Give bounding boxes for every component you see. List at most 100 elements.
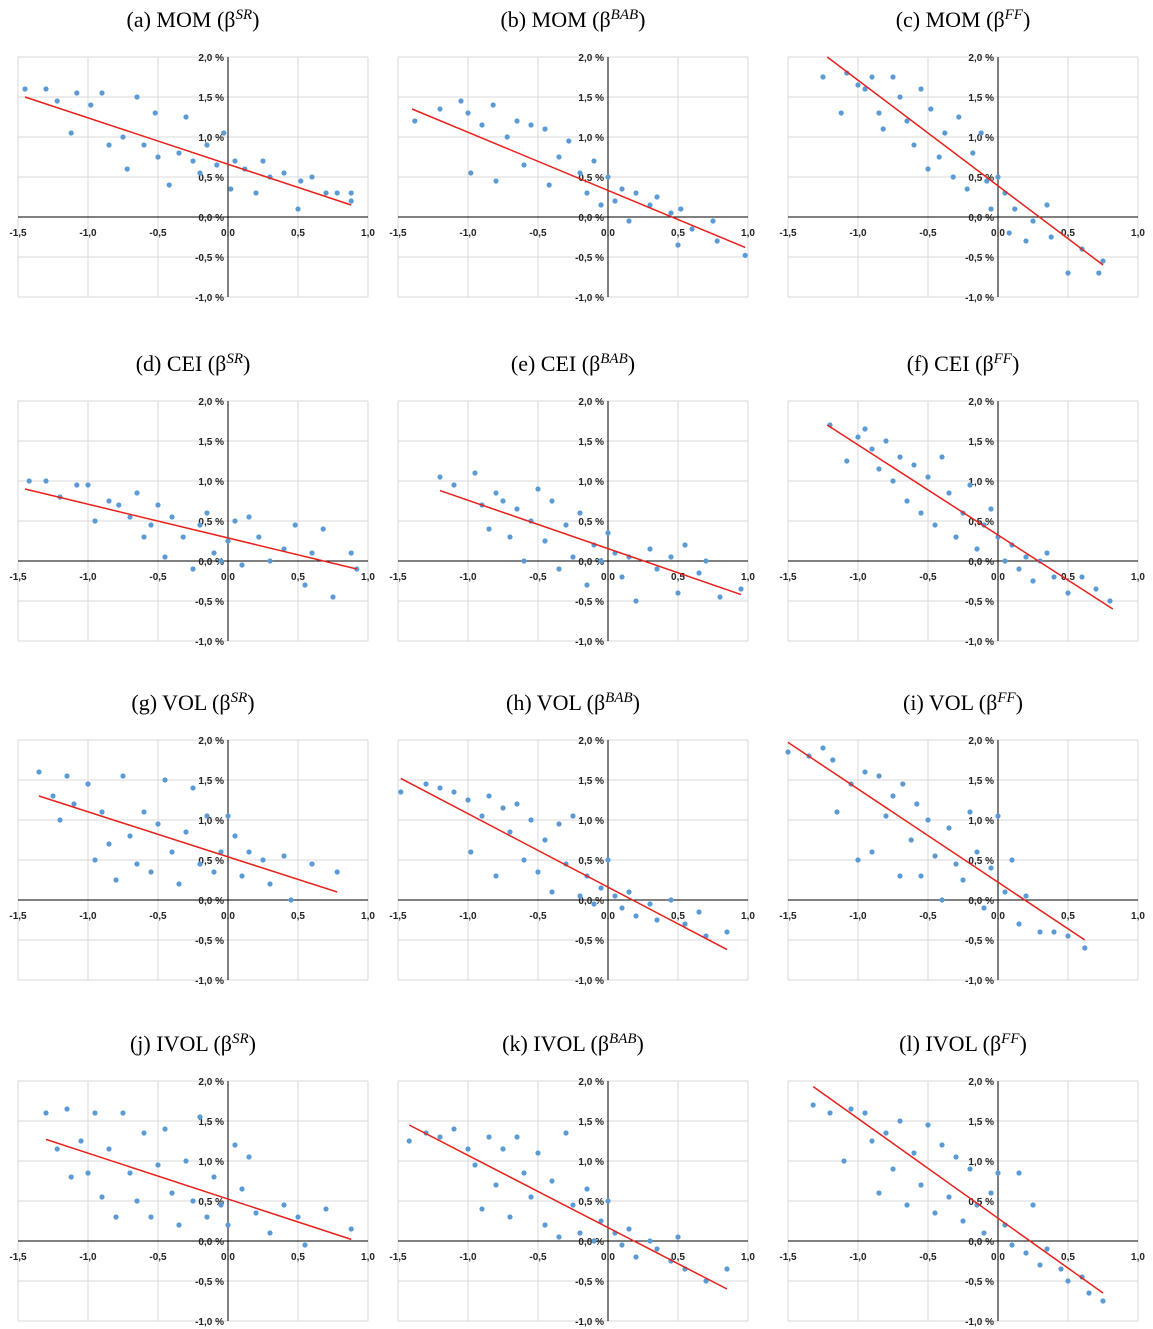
point — [1023, 238, 1029, 244]
point — [605, 174, 611, 180]
point — [1044, 1246, 1050, 1252]
title-text: (e) CEI (β — [511, 351, 600, 376]
point — [521, 1170, 527, 1176]
title-text: ) — [249, 1031, 256, 1056]
y-tick-label: 2,0 % — [198, 736, 224, 747]
point — [577, 893, 583, 899]
x-tick-label: 0,5 — [291, 572, 305, 583]
point — [1023, 893, 1029, 899]
point — [577, 1230, 583, 1236]
point — [542, 837, 548, 843]
point — [204, 510, 210, 516]
point — [717, 594, 723, 600]
point — [162, 777, 168, 783]
x-tick-label: -1,5 — [9, 911, 27, 922]
panel-title: (h) VOL (βBAB) — [506, 690, 640, 715]
point — [211, 550, 217, 556]
point — [239, 873, 245, 879]
point — [260, 158, 266, 164]
trend-line — [812, 1085, 1104, 1294]
title-text: (i) VOL (β — [903, 690, 997, 715]
x-tick-label: 1,0 — [741, 228, 755, 239]
point — [925, 1122, 931, 1128]
point — [946, 825, 952, 831]
point — [956, 114, 962, 120]
title-text: (l) IVOL (β — [899, 1031, 1001, 1056]
point — [169, 514, 175, 520]
point — [584, 1186, 590, 1192]
title-superscript: SR — [226, 351, 243, 367]
point — [323, 1206, 329, 1212]
point — [675, 1234, 681, 1240]
point — [204, 142, 210, 148]
point — [542, 538, 548, 544]
point — [162, 554, 168, 560]
panel: (d) CEI (βSR) -1,5 -1,0 -0,5 0,0 0,5 1,0 2,0 % 1… — [9, 351, 375, 648]
point — [190, 1198, 196, 1204]
point — [68, 1174, 74, 1180]
point — [85, 781, 91, 787]
point — [598, 558, 604, 564]
x-tick-label: 1,0 — [1131, 1252, 1145, 1263]
point — [528, 1194, 534, 1200]
title-text: (b) MOM (β — [500, 7, 610, 32]
x-tick-label: -1,0 — [79, 228, 97, 239]
point — [190, 158, 196, 164]
point — [1002, 889, 1008, 895]
y-tick-label: -0,5 % — [965, 1277, 994, 1288]
x-tick-label: 1,0 — [1131, 228, 1145, 239]
point — [155, 821, 161, 827]
point — [486, 1134, 492, 1140]
point — [221, 130, 227, 136]
point — [654, 566, 660, 572]
panel-title: (i) VOL (βFF) — [903, 690, 1023, 715]
point — [1023, 1250, 1029, 1256]
point — [738, 586, 744, 592]
point — [953, 1154, 959, 1160]
y-tick-label: 0,0 % — [578, 213, 604, 224]
point — [911, 1150, 917, 1156]
y-tick-label: 2,0 % — [198, 53, 224, 64]
point — [92, 857, 98, 863]
x-tick-label: -1,0 — [459, 572, 477, 583]
title-text: ) — [243, 351, 250, 376]
x-tick-label: 1,0 — [361, 1252, 375, 1263]
point — [950, 174, 956, 180]
point — [50, 793, 56, 799]
point — [834, 809, 840, 815]
y-tick-label: 2,0 % — [578, 736, 604, 747]
point — [953, 861, 959, 867]
point — [848, 1106, 854, 1112]
x-tick-label: 0,5 — [1061, 911, 1075, 922]
y-tick-label: 0,5 % — [578, 856, 604, 867]
y-tick-label: 1,0 % — [198, 133, 224, 144]
point — [330, 594, 336, 600]
y-tick-label: 1,0 % — [968, 816, 994, 827]
point — [183, 114, 189, 120]
x-tick-label: 0,0 — [221, 572, 235, 583]
x-tick-label: -1,5 — [779, 572, 797, 583]
point — [468, 170, 474, 176]
panel-title: (k) IVOL (βBAB) — [502, 1031, 644, 1056]
title-superscript: BAB — [600, 351, 628, 367]
point — [106, 498, 112, 504]
y-tick-label: 2,0 % — [968, 397, 994, 408]
point — [855, 82, 861, 88]
point — [619, 1242, 625, 1248]
trend-line — [408, 1124, 728, 1290]
y-tick-label: 0,0 % — [578, 1237, 604, 1248]
x-tick-label: -1,0 — [849, 228, 867, 239]
point — [166, 182, 172, 188]
point — [724, 1266, 730, 1272]
y-tick-label: -1,0 % — [195, 293, 224, 304]
title-text: ) — [1016, 690, 1023, 715]
point — [22, 86, 28, 92]
point — [897, 873, 903, 879]
point — [647, 1238, 653, 1244]
trend-line — [400, 777, 728, 951]
point — [960, 877, 966, 883]
x-tick-label: -1,0 — [459, 1252, 477, 1263]
y-tick-label: 1,5 % — [198, 93, 224, 104]
point — [232, 833, 238, 839]
point — [918, 86, 924, 92]
